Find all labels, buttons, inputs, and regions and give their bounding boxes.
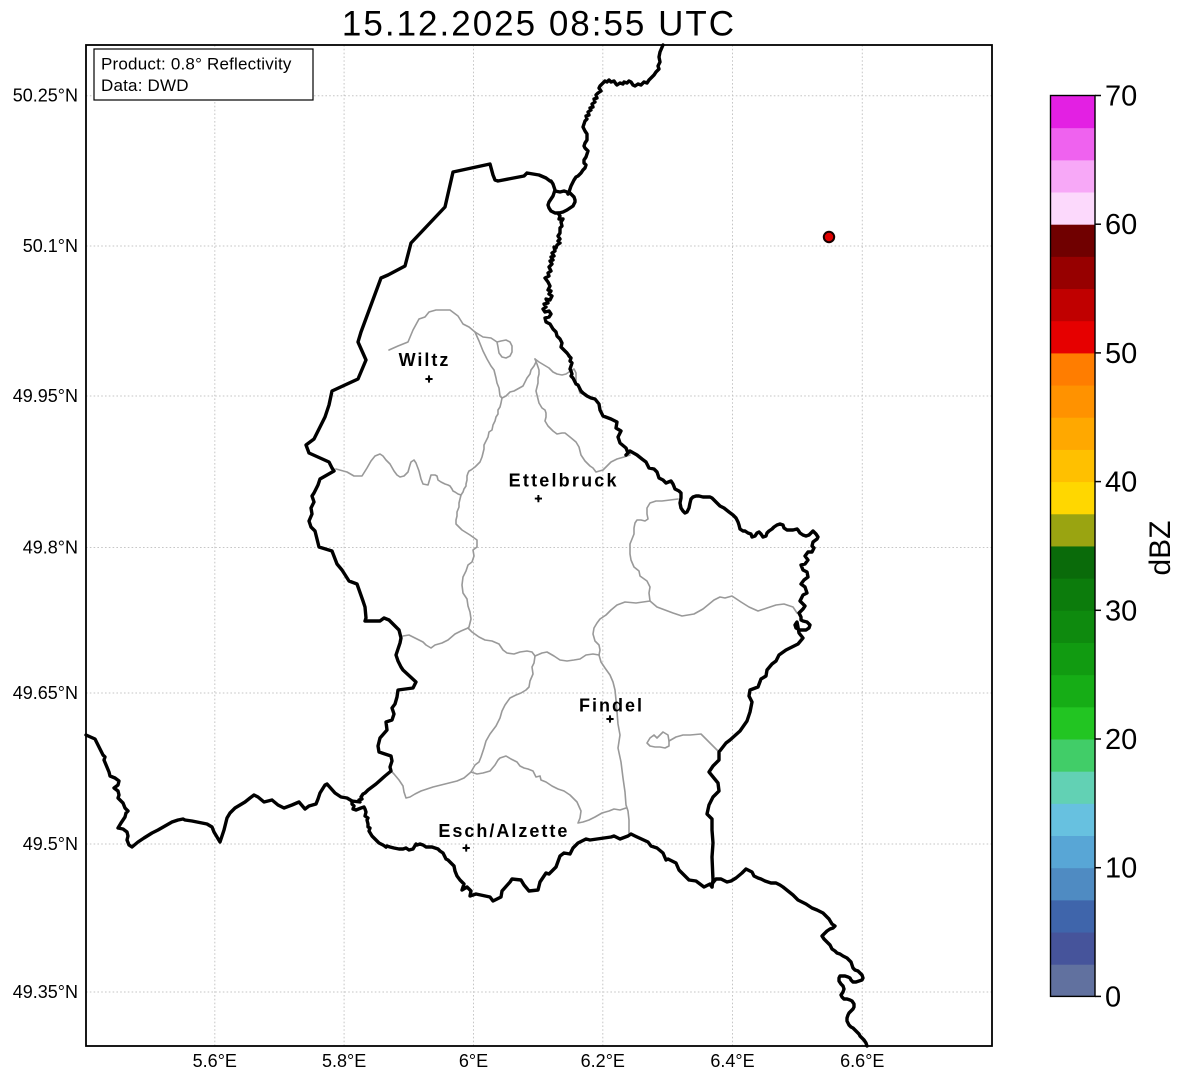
svg-text:49.35°N: 49.35°N [13,982,78,1002]
svg-text:15.12.2025 08:55 UTC: 15.12.2025 08:55 UTC [342,5,736,44]
svg-text:5.6°E: 5.6°E [193,1051,237,1071]
svg-text:30: 30 [1105,595,1137,627]
svg-text:Product: 0.8° Reflectivity: Product: 0.8° Reflectivity [101,55,292,74]
svg-text:Data: DWD: Data: DWD [101,76,189,95]
svg-text:0: 0 [1105,981,1121,1013]
svg-text:dBZ: dBZ [1144,520,1177,575]
svg-text:50.1°N: 50.1°N [23,236,78,256]
svg-text:50.25°N: 50.25°N [13,86,78,106]
svg-text:Esch/Alzette: Esch/Alzette [438,821,569,841]
svg-text:70: 70 [1105,81,1137,113]
svg-text:Ettelbruck: Ettelbruck [509,471,619,491]
svg-text:6.2°E: 6.2°E [581,1051,625,1071]
svg-text:6.6°E: 6.6°E [840,1051,884,1071]
svg-text:60: 60 [1105,209,1137,241]
svg-text:Findel: Findel [579,696,644,716]
svg-text:6°E: 6°E [459,1051,488,1071]
svg-text:20: 20 [1105,724,1137,756]
svg-text:49.95°N: 49.95°N [13,386,78,406]
svg-text:49.5°N: 49.5°N [23,834,78,854]
svg-text:5.8°E: 5.8°E [322,1051,366,1071]
svg-text:40: 40 [1105,467,1137,499]
svg-text:49.8°N: 49.8°N [23,538,78,558]
svg-text:6.4°E: 6.4°E [710,1051,754,1071]
svg-text:Wiltz: Wiltz [399,350,451,370]
svg-text:49.65°N: 49.65°N [13,683,78,703]
svg-text:50: 50 [1105,338,1137,370]
svg-text:10: 10 [1105,853,1137,885]
